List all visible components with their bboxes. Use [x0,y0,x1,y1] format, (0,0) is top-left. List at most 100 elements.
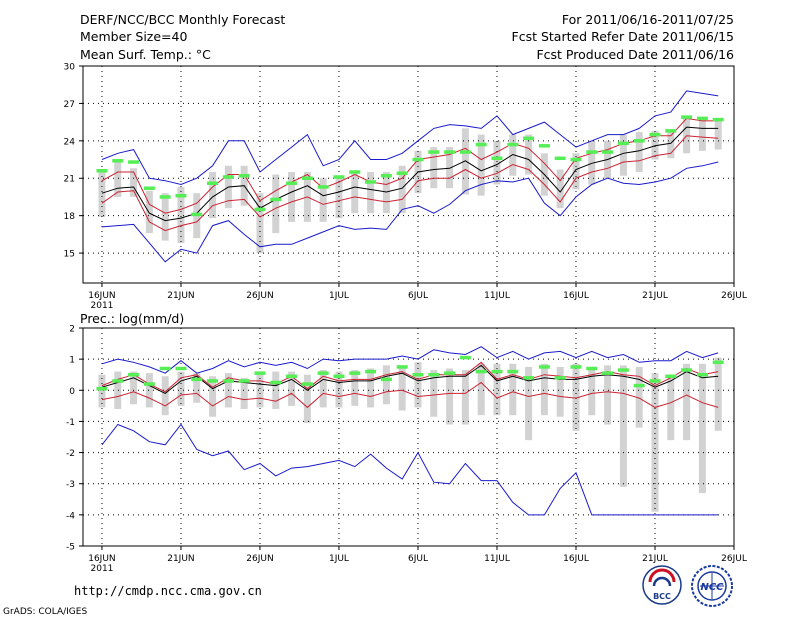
spread-box [319,370,327,408]
observed-marker [112,379,124,383]
observed-marker [507,142,519,147]
max-envelope-line [101,346,719,374]
x-tick-label: 21JUL [642,554,668,564]
spread-box [525,366,533,441]
figure-title: DERF/NCC/BCC Monthly Forecast [80,12,285,27]
observed-marker [665,129,677,133]
spread-box [335,371,343,408]
spread-box [461,128,469,195]
spread-box [161,193,169,241]
observed-marker [523,376,535,380]
observed-marker [175,366,187,371]
spread-box [272,371,280,409]
observed-marker [380,173,392,178]
observed-marker [301,382,313,386]
observed-marker [96,386,108,391]
observed-marker [712,360,724,365]
lower-spread-line [101,135,719,232]
spread-box [367,172,375,214]
observed-marker [507,369,519,374]
observed-marker [412,372,424,377]
observed-marker [459,150,471,154]
spread-box [145,190,153,234]
spread-box [683,363,691,441]
precipitation-panel: -5 -4 -3 -2 -1 0 1 2 16JUN 21JUN 26JUN 1JUL 6JUL 11JU… [66,325,747,575]
max-envelope-line [101,90,719,186]
observed-marker [617,141,629,146]
min-envelope-line [101,423,719,516]
fcst-started-label: Fcst Started Refer Date 2011/06/15 [512,29,735,44]
spread-box [683,115,691,154]
observed-marker [554,376,566,380]
spread-box [98,169,106,217]
observed-marker [712,117,724,122]
observed-marker [301,176,313,180]
observed-marker [459,355,471,360]
x-tick-label: 21JUN [167,291,194,301]
spread-box [509,363,517,416]
spread-box [351,370,359,406]
spread-box [414,362,422,408]
min-envelope-line [101,161,719,263]
spread-box [130,371,138,405]
x-tick-label: 11JUL [484,291,510,301]
grads-credit: GrADS: COLA/IGES [3,607,87,617]
observed-marker [444,150,456,154]
x-tick-label: 21JUN [167,554,194,564]
bcc-logo: BCC [642,565,682,605]
spread-box [209,376,217,417]
spread-box [145,373,153,408]
spread-box [556,169,564,209]
observed-marker [554,156,566,161]
spread-box [288,172,296,222]
observed-marker [570,365,582,369]
observed-marker [681,115,693,119]
plot-frame [82,65,735,284]
precip-variable-label: Prec.: log(mm/d) [80,311,184,326]
temp-variable-label: Mean Surf. Temp.: °C [80,47,211,62]
observed-marker [380,377,392,382]
spread-box [714,120,722,150]
y-tick-label: 30 [64,63,76,73]
observed-marker [696,372,708,377]
spread-box [651,130,659,160]
fcst-produced-label: Fcst Produced Date 2011/06/16 [536,47,734,62]
observed-marker [191,212,203,217]
observed-marker [617,368,629,372]
observed-marker [286,374,298,379]
observed-marker [159,195,171,199]
x-tick-label: 16JUN [88,291,115,301]
observed-marker [333,175,345,179]
observed-marker [444,371,456,375]
upper-spread-line [101,117,719,214]
spread-box [461,370,469,425]
y-tick-label: 24 [64,137,76,147]
observed-marker [112,159,124,163]
observed-marker [128,372,140,377]
observed-marker [143,186,155,190]
spread-box [288,371,296,406]
spread-box [667,374,675,441]
observed-marker [96,169,108,173]
observed-marker [428,372,440,377]
observed-marker [633,383,645,388]
observed-marker [428,150,440,154]
spread-box [651,373,659,512]
observed-marker [570,157,582,162]
observed-marker [238,173,250,178]
observed-marker [207,181,219,185]
spread-box [256,371,264,408]
observed-marker [538,144,550,148]
spread-box [398,165,406,214]
spread-box [398,365,406,411]
y-tick-label: 2 [69,325,75,335]
plot-frame [82,327,735,547]
observed-marker [491,156,503,161]
x-tick-label: 16JUL [563,554,589,564]
spread-box [714,357,722,431]
spread-box [240,377,248,409]
spread-box [477,134,485,196]
observed-marker [633,139,645,143]
spread-box [525,134,533,175]
bcc-logo-text: BCC [653,592,671,601]
